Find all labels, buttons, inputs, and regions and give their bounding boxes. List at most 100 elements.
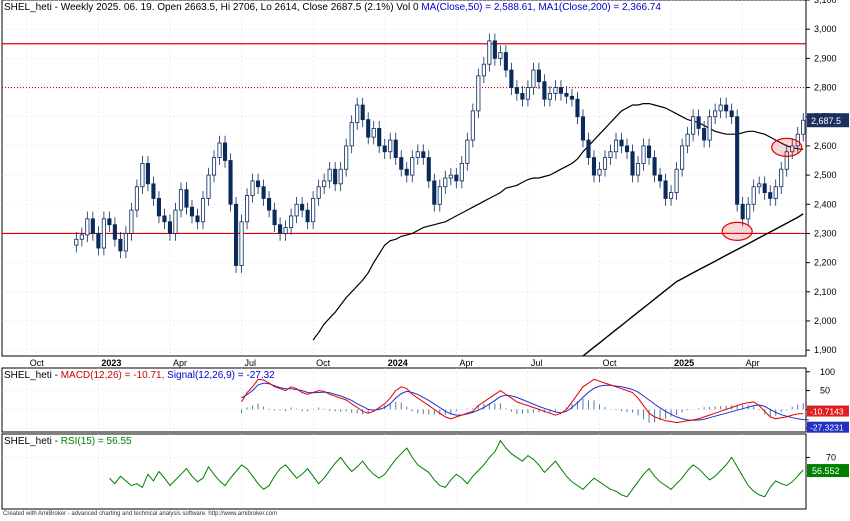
- candle-body: [360, 104, 365, 121]
- time-axis-label: 2025: [674, 358, 694, 368]
- ma200-label: MA1(Close,200) = 2,366.74: [538, 2, 661, 13]
- last-price-tag: [807, 113, 849, 128]
- time-axis-label: Oct: [316, 358, 331, 368]
- macd-pane[interactable]: 100500-50-10.7143-27.3231: [1, 367, 849, 433]
- candle-body: [437, 186, 442, 205]
- candle-body: [680, 145, 685, 170]
- candle-body: [112, 224, 117, 240]
- candle-body: [784, 151, 789, 170]
- price-pane[interactable]: 1,900 2,000 2,100 2,200 2,300 2,400 2,500 2,600…: [1, 0, 849, 368]
- candle-body: [217, 142, 222, 158]
- candle-body: [415, 151, 420, 158]
- candle-body: [564, 92, 569, 97]
- candle-body: [382, 145, 387, 153]
- candle-body: [525, 87, 530, 100]
- candle-body: [239, 221, 244, 266]
- candle-body: [228, 160, 233, 205]
- candle-body: [245, 195, 250, 223]
- candle-body: [547, 92, 552, 100]
- candle-body: [173, 209, 178, 234]
- price-axis-label: 2,200: [814, 258, 837, 268]
- candle-body: [647, 145, 652, 158]
- candle-body: [487, 40, 492, 65]
- candle-body: [167, 221, 173, 234]
- candle-body: [140, 163, 145, 188]
- price-plot-frame: [1, 0, 807, 357]
- price-axis-label: 2,500: [814, 170, 837, 180]
- macd-value-tag: [807, 405, 849, 417]
- candle-body: [195, 215, 200, 223]
- candle-body: [602, 157, 608, 170]
- candle-body: [371, 127, 376, 138]
- candle-body: [101, 218, 106, 249]
- candle-body: [773, 186, 778, 199]
- candle-body: [724, 104, 729, 112]
- candle-body: [768, 192, 773, 199]
- candle-body: [448, 174, 453, 179]
- candle-body: [696, 116, 701, 129]
- time-axis-label: Oct: [30, 358, 45, 368]
- candle-body: [624, 145, 630, 153]
- candle-body: [641, 145, 646, 164]
- rsi-line: [109, 439, 804, 498]
- candle-body: [597, 168, 602, 176]
- candle-body: [790, 145, 795, 153]
- candle-body: [536, 69, 541, 83]
- candle-body: [322, 180, 327, 188]
- price-axis-label: 2,000: [814, 316, 837, 326]
- candle-body: [211, 157, 217, 176]
- rsi-plot-frame: [1, 433, 807, 510]
- macd-axis-label: 50: [820, 386, 830, 396]
- ma50-line: [312, 102, 804, 341]
- signal-value-tag: [807, 421, 849, 433]
- candle-body: [256, 180, 261, 188]
- candle-body: [531, 69, 536, 88]
- time-axis-label: Jul: [245, 358, 257, 368]
- candle-body: [685, 133, 690, 147]
- candle-body: [443, 177, 448, 188]
- candle-body: [580, 116, 586, 141]
- highlight-circle: [721, 221, 753, 241]
- candle-body: [613, 139, 619, 153]
- candle-body: [498, 52, 503, 59]
- candle-body: [377, 127, 382, 147]
- candle-body: [410, 157, 415, 176]
- candle-body: [222, 142, 228, 161]
- footer-credit: Created with AmiBroker - advanced charti…: [3, 511, 278, 517]
- candle-body: [404, 168, 409, 176]
- highlight-circle: [771, 137, 803, 157]
- candle-body: [79, 234, 84, 240]
- candle-body: [300, 203, 305, 211]
- candle-body: [691, 116, 696, 135]
- candle-body: [289, 215, 294, 229]
- candle-body: [713, 110, 718, 118]
- candle-body: [586, 139, 591, 158]
- candle-body: [591, 157, 597, 176]
- candle-body: [762, 183, 767, 193]
- signal-value-label: Signal(12,26,9) = -27.32: [167, 370, 275, 381]
- candle-body: [707, 116, 712, 141]
- candle-body: [316, 186, 321, 199]
- ma200-line: [582, 213, 804, 357]
- symbol-label: SHEL_heti: [4, 2, 52, 13]
- rsi-pane[interactable]: 70 56.552: [1, 433, 849, 510]
- candle-body: [333, 168, 338, 185]
- price-axis-label: 2,900: [814, 53, 837, 63]
- candle-body: [553, 87, 558, 94]
- candle-body: [184, 189, 189, 208]
- candle-body: [674, 168, 679, 193]
- candle-body: [261, 186, 266, 199]
- candle-body: [278, 224, 283, 234]
- signal-line: [241, 382, 809, 421]
- candle-body: [327, 168, 332, 182]
- candle-body: [459, 163, 464, 182]
- candle-body: [702, 127, 707, 141]
- rsi-axis-label: 70: [826, 452, 836, 462]
- candle-body: [134, 186, 139, 211]
- candle-body: [658, 174, 663, 182]
- candle-body: [162, 215, 167, 223]
- time-axis-label: 2023: [101, 358, 121, 368]
- signal-value-tag-label: -27.3231: [810, 423, 844, 433]
- candle-body: [272, 209, 277, 226]
